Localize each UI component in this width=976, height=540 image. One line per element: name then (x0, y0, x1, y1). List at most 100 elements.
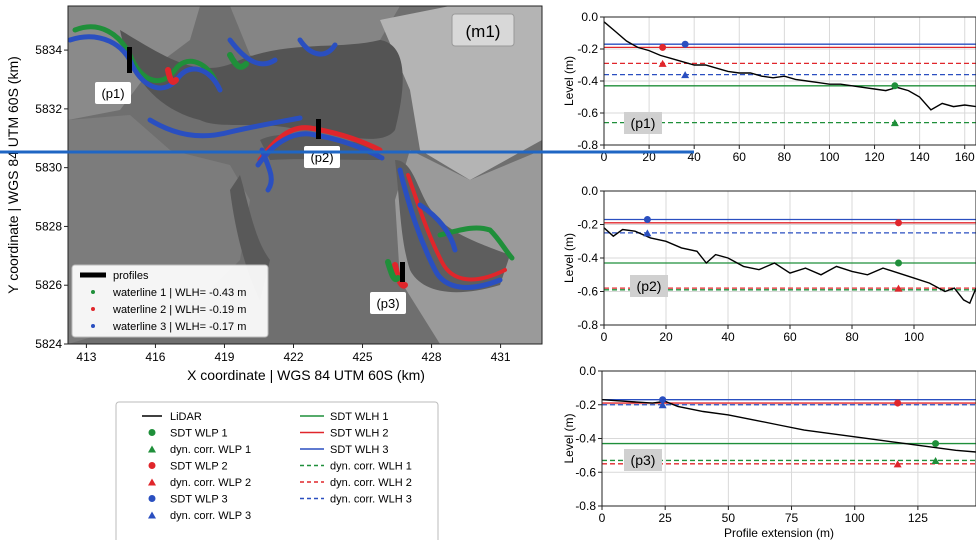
legend-swatch-dot (148, 462, 156, 469)
waterline-1-north (72, 24, 218, 84)
map-axes: 413 416 419 422 425 428 431 5834 5832 5830 5828 582… (35, 43, 511, 364)
map-frame (67, 5, 543, 345)
xtick-label: 140 (910, 150, 930, 164)
profile-chart-label-box (624, 112, 662, 134)
waterline-3-north (68, 34, 223, 93)
profile-chart-label: (p1) (631, 115, 656, 131)
map-urban-east (380, 6, 542, 180)
ylabel: Level (m) (562, 233, 576, 283)
plot-content (602, 396, 976, 468)
xtick-label: 40 (721, 330, 735, 344)
map-ylabel: Y coordinate | WGS 84 UTM 60S (km) (5, 56, 21, 294)
legend-waterline-3-swatch (91, 324, 95, 328)
dyn-wlp-1-marker (890, 119, 899, 127)
profile-chart-label-box (630, 275, 668, 297)
map-xtick-label: 425 (353, 350, 373, 364)
dyn-wlp-3-marker (681, 71, 690, 79)
dyn-wlp-1-marker (931, 456, 940, 464)
profile-legend-col1: LiDAR SDT WLP 1 dyn. corr. WLP 1 SDT WLP 2 d… (142, 411, 251, 522)
waterline-2-p3 (406, 173, 507, 282)
profile-chart-1: 0 20 40 60 80 100 120 140 1600.0-0.2-0.4-0.6-0.8… (562, 10, 976, 164)
profile-chart-label-box (624, 449, 662, 471)
waterline-3-river (259, 147, 274, 193)
profile-label-box-p3 (370, 292, 406, 314)
legend-waterline-1-swatch (91, 290, 95, 294)
map-xtick-label: 422 (283, 350, 303, 364)
ytick-label: -0.2 (575, 398, 596, 412)
xtick-label: 0 (599, 511, 606, 525)
profile-legend: LiDAR SDT WLP 1 dyn. corr. WLP 1 SDT WLP 2 d… (115, 401, 439, 540)
profile-charts: 0 20 40 60 80 100 120 140 160 0.0 -0.2 -0.4 -0.6 -0.8… (562, 10, 976, 540)
ytick-label: -0.4 (577, 74, 598, 88)
profile-label-box-p1 (95, 82, 131, 104)
dyn-wlp-2-marker (893, 460, 902, 468)
plot-content (604, 215, 976, 305)
map-ytick-label: 5830 (35, 161, 62, 175)
map-xtick-label: 416 (145, 350, 165, 364)
map-xtick-label: 428 (422, 350, 442, 364)
waterline-3-inner (417, 202, 458, 253)
xtick-label: 20 (659, 330, 673, 344)
dyn-wlp-3-marker (643, 229, 652, 237)
waterline-1-p3 (437, 225, 515, 261)
xlabel: Profile extension (m) (724, 526, 834, 540)
waterlines (68, 24, 515, 290)
dyn-wlp-2-marker (658, 59, 667, 67)
profile-chart-label: (p3) (631, 452, 656, 468)
legend-entry-label: dyn. corr. WLH 3 (330, 494, 412, 506)
legend-entry-label: SDT WLP 1 (170, 428, 228, 440)
waterline-3-islands (227, 37, 338, 67)
legend-entry-label: dyn. corr. WLH 2 (330, 477, 412, 489)
ytick-label: -0.8 (577, 138, 598, 152)
ytick-label: 0.0 (579, 364, 596, 378)
legend-swatch-triangle (148, 511, 156, 519)
map-estuary (120, 30, 403, 139)
legend-entry-label: LiDAR (170, 411, 202, 423)
ytick-label: -0.6 (575, 465, 596, 479)
ylabel: Level (m) (562, 56, 576, 106)
map-xtick-label: 413 (76, 350, 96, 364)
xtick-label: 100 (904, 330, 924, 344)
ylabel: Level (m) (562, 413, 576, 463)
plot-content (604, 21, 976, 127)
ytick-label: 0.0 (581, 184, 598, 198)
ytick-label: -0.4 (577, 251, 598, 265)
ytick-label: -0.4 (575, 432, 596, 446)
map-xtick-label: 419 (214, 350, 234, 364)
map-label-box (451, 13, 515, 47)
sdt-wlp-3-marker (681, 40, 689, 48)
lidar-line (604, 21, 976, 111)
profile-label-p3: (p3) (376, 296, 399, 311)
xtick-label: 0 (601, 330, 608, 344)
map-panel: (m1) (p1) (p2) (p3) profiles waterline 1… (5, 5, 543, 383)
map-ytick-label: 5828 (35, 219, 62, 233)
legend-entry-label: dyn. corr. WLP 3 (170, 510, 251, 522)
sdt-wlp-1-marker (891, 82, 899, 90)
profile-chart-label: (p2) (637, 278, 662, 294)
xtick-label: 50 (722, 511, 736, 525)
map-ytick-label: 5826 (35, 278, 62, 292)
legend-entry-label: dyn. corr. WLP 2 (170, 477, 251, 489)
legend-swatch-dot (148, 429, 156, 436)
map-xtick-label: 431 (491, 350, 511, 364)
xtick-label: 60 (733, 150, 747, 164)
legend-profiles-label: profiles (113, 270, 149, 282)
profile-bar-p1 (127, 47, 132, 73)
map-channel-p3 (395, 160, 510, 293)
legend-entry-label: SDT WLP 3 (170, 494, 228, 506)
xtick-label: 0 (601, 150, 608, 164)
legend-waterline-2-swatch (91, 307, 95, 311)
dyn-wlp-2-marker (894, 284, 903, 292)
waterline-3-shore (147, 115, 303, 139)
profile-bar-p2 (316, 119, 321, 139)
sdt-wlp-2-marker (895, 219, 902, 227)
legend-waterline-2-label: waterline 2 | WLH= -0.19 m (112, 304, 246, 316)
xtick-label: 120 (865, 150, 885, 164)
lidar-line (604, 227, 976, 305)
map-ytick-label: 5834 (35, 43, 62, 57)
plot-frame (603, 16, 976, 146)
xtick-label: 75 (785, 511, 799, 525)
legend-entry-label: dyn. corr. WLP 1 (170, 444, 251, 456)
legend-swatch-dot (148, 495, 156, 502)
